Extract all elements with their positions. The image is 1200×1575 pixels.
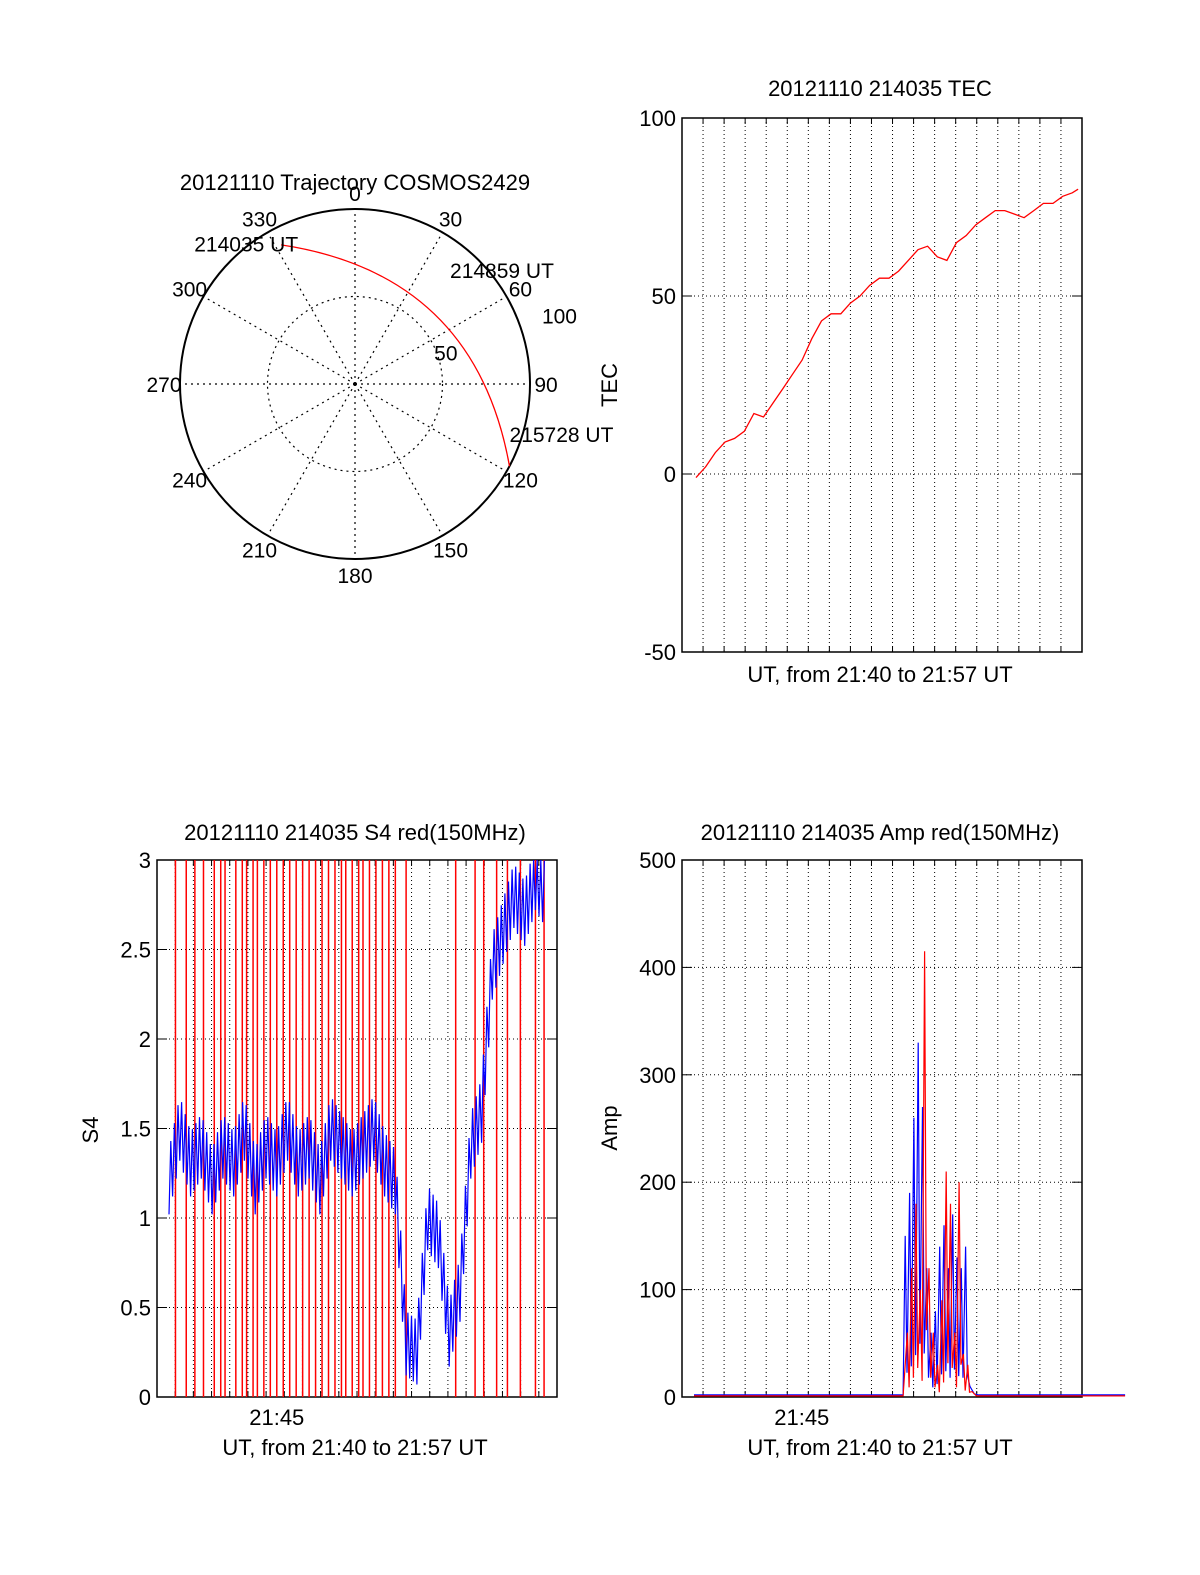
- amp-xtick-label: 21:45: [774, 1405, 829, 1430]
- polar-annotation: 214035 UT: [194, 234, 298, 257]
- s4-ytick-label: 1.5: [120, 1117, 151, 1142]
- polar-azimuth-label: 210: [242, 539, 277, 562]
- s4-ylabel: S4: [78, 1117, 103, 1144]
- amp-ylabel: Amp: [597, 1105, 622, 1150]
- polar-azimuth-label: 30: [439, 209, 462, 232]
- amp-frame: [681, 859, 1083, 1398]
- polar-title: 20121110 Trajectory COSMOS2429: [180, 170, 530, 195]
- tec-plot: 20121110 214035 TEC UT, from 21:40 to 21…: [597, 76, 1083, 687]
- polar-azimuth-label: 270: [146, 374, 181, 397]
- polar-spoke: [354, 383, 507, 473]
- polar-radial-label: 100: [542, 306, 577, 329]
- tec-ytick-label: -50: [644, 640, 676, 665]
- amp-ytick-label: 0: [664, 1385, 676, 1410]
- s4-plot: 20121110 214035 S4 red(150MHz) UT, from …: [78, 820, 558, 1460]
- tec-ytick-label: 0: [664, 462, 676, 487]
- s4-frame: [156, 859, 558, 1398]
- polar-annotation: 215728 UT: [510, 424, 614, 447]
- polar-spoke: [354, 383, 444, 536]
- polar-outer-circle: [179, 208, 531, 560]
- polar-azimuth-label: 120: [503, 470, 538, 493]
- polar-radial-label: 50: [434, 342, 457, 365]
- s4-ytick-label: 2.5: [120, 938, 151, 963]
- s4-series-line: [168, 859, 545, 1385]
- polar-azimuth-label: 60: [509, 279, 532, 302]
- polar-spoke: [266, 232, 356, 385]
- amp-ytick-label: 200: [639, 1170, 676, 1195]
- tec-series-line: [695, 188, 1079, 479]
- tec-frame: [681, 117, 1083, 653]
- polar-spoke: [354, 295, 507, 385]
- polar-azimuth-label: 150: [433, 539, 468, 562]
- amp-ytick-label: 400: [639, 955, 676, 980]
- amp-plot: 20121110 214035 Amp red(150MHz) UT, from…: [597, 820, 1126, 1460]
- polar-spoke: [354, 232, 444, 385]
- amp-ytick-label: 100: [639, 1278, 676, 1303]
- s4-xlabel: UT, from 21:40 to 21:57 UT: [222, 1435, 487, 1460]
- amp-ytick-label: 300: [639, 1063, 676, 1088]
- tec-ytick-label: 100: [639, 106, 676, 131]
- tec-ylabel: TEC: [597, 363, 622, 407]
- s4-ytick-label: 2: [139, 1027, 151, 1052]
- amp-ytick-label: 500: [639, 848, 676, 873]
- tec-ytick-label: 50: [652, 284, 676, 309]
- s4-ytick-label: 0: [139, 1385, 151, 1410]
- polar-azimuth-label: 330: [242, 209, 277, 232]
- trajectory-polar-plot: 20121110 Trajectory COSMOS2429 0 30 60 90 12…: [146, 170, 613, 588]
- s4-ytick-label: 0.5: [120, 1296, 151, 1321]
- polar-spoke: [203, 383, 356, 473]
- tec-xlabel: UT, from 21:40 to 21:57 UT: [747, 662, 1012, 687]
- polar-gridcircle: [266, 295, 444, 473]
- amp-title: 20121110 214035 Amp red(150MHz): [701, 820, 1060, 845]
- polar-azimuth-label: 240: [172, 470, 207, 493]
- amp-series-line: [694, 951, 1126, 1397]
- polar-spoke: [266, 383, 356, 536]
- polar-annotation: 214859 UT: [450, 260, 554, 283]
- polar-spoke: [203, 295, 356, 385]
- s4-title: 20121110 214035 S4 red(150MHz): [184, 820, 526, 845]
- polar-azimuth-label: 90: [534, 374, 557, 397]
- tec-title: 20121110 214035 TEC: [768, 76, 992, 101]
- s4-ytick-label: 1: [139, 1206, 151, 1231]
- s4-xtick-label: 21:45: [249, 1405, 304, 1430]
- polar-trajectory-line: [281, 244, 511, 467]
- polar-azimuth-label: 300: [172, 279, 207, 302]
- s4-ytick-label: 3: [139, 848, 151, 873]
- amp-xlabel: UT, from 21:40 to 21:57 UT: [747, 1435, 1012, 1460]
- polar-azimuth-label: 0: [349, 183, 361, 206]
- polar-azimuth-label: 180: [337, 565, 372, 588]
